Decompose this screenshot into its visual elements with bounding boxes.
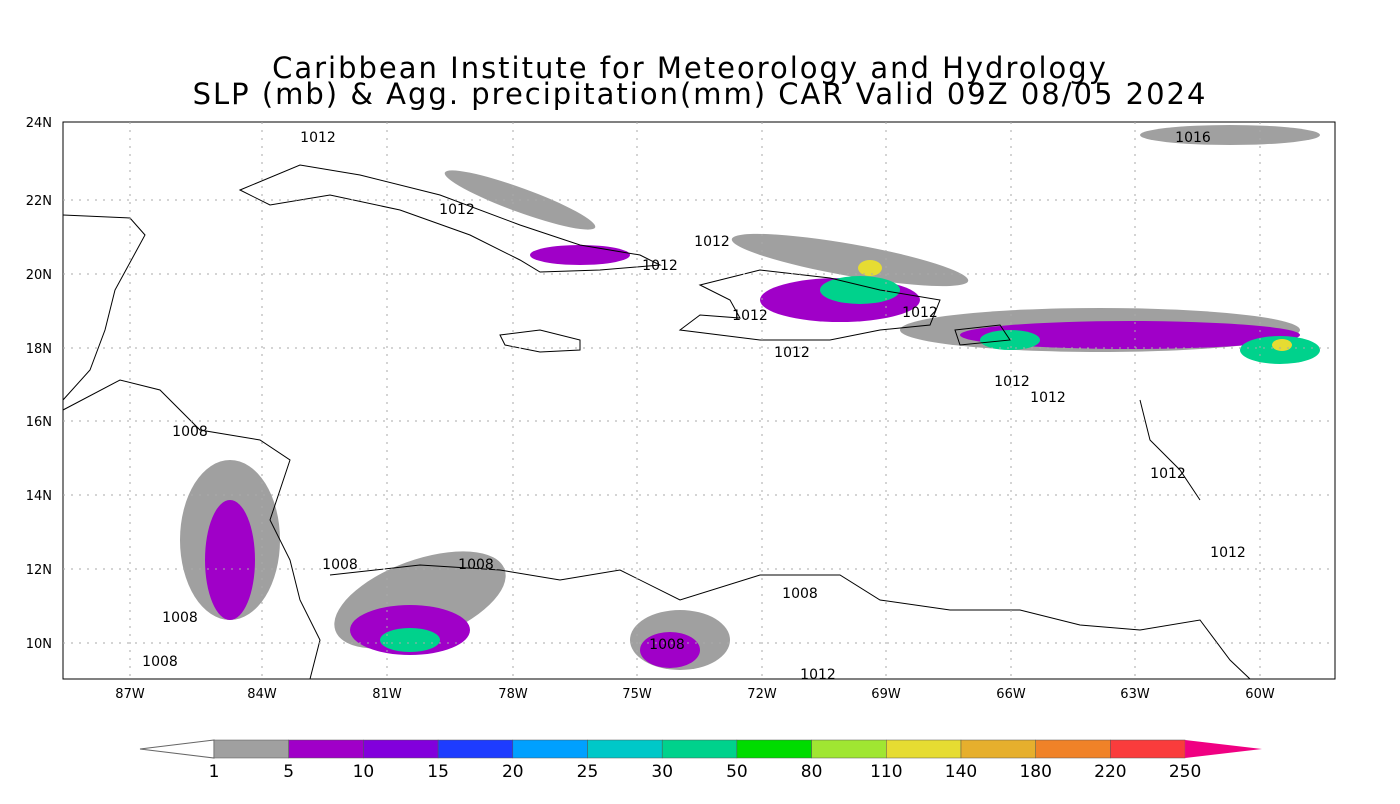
lon-label: 84W [247, 687, 277, 702]
isobar-label: 1012 [642, 258, 678, 274]
isobar-label: 1016 [1175, 130, 1211, 146]
lon-label: 72W [747, 687, 777, 702]
colorbar-label: 10 [353, 762, 375, 782]
precipitation [180, 125, 1320, 670]
isobar-label: 1012 [1210, 545, 1246, 561]
lat-label: 18N [26, 342, 52, 357]
lat-label: 14N [26, 489, 52, 504]
map-frame [62, 121, 1336, 680]
colorbar-label: 5 [283, 762, 294, 782]
isobar-label: 1008 [649, 637, 685, 653]
isobar-label: 1012 [1150, 466, 1186, 482]
colorbar-segment [811, 739, 887, 759]
isobar-label: 1012 [732, 308, 768, 324]
colorbar-segment [437, 739, 514, 759]
colorbar-segment [512, 739, 588, 759]
colorbar-segment [960, 739, 1036, 759]
lon-label: 69W [871, 687, 901, 702]
isobar-label: 1012 [994, 374, 1030, 390]
colorbar-over [1185, 740, 1262, 758]
isobar-label: 1008 [322, 557, 358, 573]
isobar-label: 1012 [300, 130, 336, 146]
colorbar-label: 25 [577, 762, 599, 782]
lon-label: 78W [498, 687, 528, 702]
title: Caribbean Institute for Meteorology and … [272, 51, 1108, 85]
lat-label: 16N [26, 415, 52, 430]
colorbar-segment [587, 739, 663, 759]
isobar-label: 1008 [782, 586, 818, 602]
colorbar-segment [886, 739, 962, 759]
lat-label: 24N [26, 116, 52, 131]
lon-label: 66W [996, 687, 1026, 702]
colorbar-segment [1110, 739, 1186, 759]
isobar-label: 1012 [902, 305, 938, 321]
lat-label: 10N [26, 637, 52, 652]
colorbar-segment [213, 739, 289, 759]
subtitle: SLP (mb) & Agg. precipitation(mm) CAR Va… [193, 77, 1208, 111]
isobar-label: 1008 [162, 610, 198, 626]
lon-label: 60W [1245, 687, 1275, 702]
lat-label: 12N [26, 563, 52, 578]
colorbar-segment [736, 739, 812, 759]
lon-label: 75W [622, 687, 652, 702]
colorbar-label: 250 [1169, 762, 1201, 782]
isobar-label: 1012 [774, 345, 810, 361]
lon-label: 63W [1120, 687, 1150, 702]
coastlines [62, 164, 1251, 680]
isobar-label: 1008 [172, 424, 208, 440]
isobar-label: 1008 [142, 654, 178, 670]
colorbar-segment [661, 739, 738, 759]
lon-label: 81W [372, 687, 402, 702]
isobar-label: 1008 [458, 557, 494, 573]
colorbar-label: 20 [502, 762, 524, 782]
isobar-label: 1012 [1030, 390, 1066, 406]
lon-label: 87W [115, 687, 145, 702]
colorbar-under [139, 739, 215, 759]
isobar-label: 1012 [439, 202, 475, 218]
colorbar-label: 180 [1019, 762, 1051, 782]
colorbar-segment [288, 739, 364, 759]
colorbar-segment [1035, 739, 1111, 759]
colorbar-label: 110 [870, 762, 902, 782]
lat-label: 22N [26, 194, 52, 209]
colorbar-label: 30 [651, 762, 673, 782]
colorbar-label: 1 [209, 762, 220, 782]
colorbar-label: 15 [427, 762, 449, 782]
colorbar-label: 50 [726, 762, 748, 782]
colorbar-label: 140 [945, 762, 977, 782]
isobar-label: 1012 [800, 667, 836, 683]
colorbar-label: 220 [1094, 762, 1126, 782]
colorbar-label: 80 [801, 762, 823, 782]
lat-label: 20N [26, 268, 52, 283]
colorbar-segment [363, 739, 439, 759]
isobar-label: 1012 [694, 234, 730, 250]
